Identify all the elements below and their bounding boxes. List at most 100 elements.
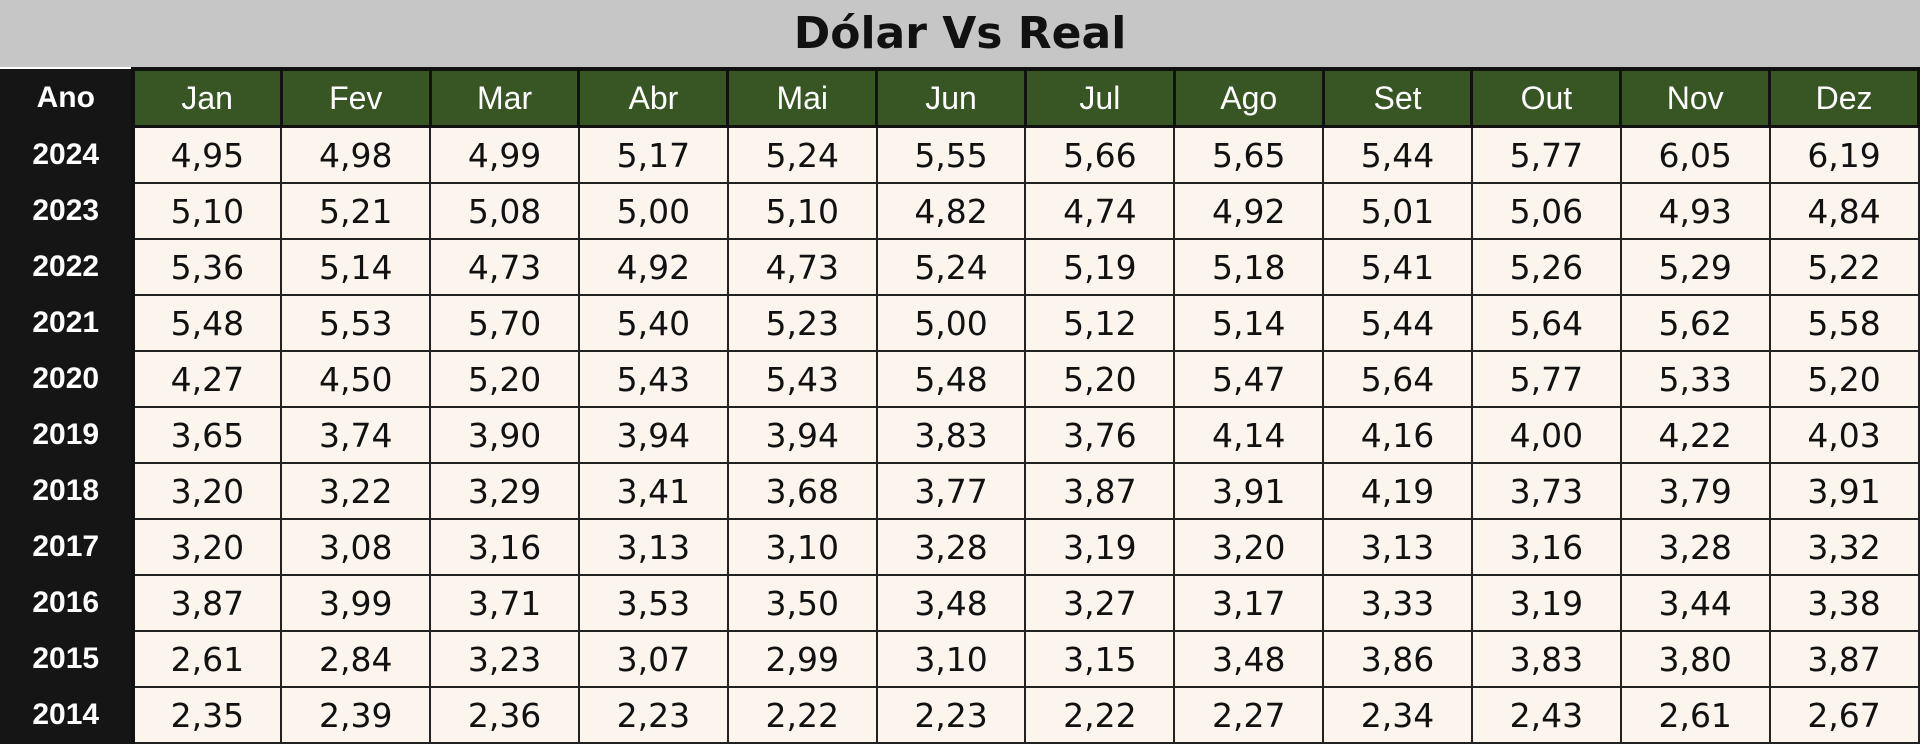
rate-cell: 3,86 [1322,630,1473,688]
rate-cell: 4,98 [280,125,432,184]
rate-cell: 6,05 [1619,125,1771,184]
rate-cell: 3,19 [1470,574,1622,632]
year-cell: 2020 [0,350,135,408]
rate-cell: 5,12 [1024,294,1176,352]
rate-cell: 3,38 [1768,574,1920,632]
rate-cell: 5,14 [280,238,432,296]
year-cell: 2024 [0,126,135,184]
rate-cell: 4,27 [131,350,283,408]
year-cell: 2017 [0,518,135,576]
rate-cell: 3,29 [429,462,580,520]
rate-cell: 5,23 [726,294,878,352]
data-row: 2024 4,95 4,98 4,99 5,17 5,24 5,55 5,66 5,65 5,44… [0,125,1920,184]
rate-cell: 3,48 [1173,630,1325,688]
rate-cell: 5,33 [1619,350,1771,408]
rate-cell: 3,73 [1470,462,1622,520]
rate-cell: 3,90 [429,406,580,464]
year-cell: 2015 [0,630,135,688]
rate-cell: 3,10 [875,630,1027,688]
rate-cell: 2,61 [1619,686,1771,744]
rate-cell: 4,00 [1470,406,1622,464]
rate-cell: 4,16 [1322,406,1473,464]
rate-cell: 5,53 [280,294,432,352]
rate-cell: 4,74 [1024,182,1176,240]
rate-cell: 5,20 [429,350,580,408]
rate-cell: 3,16 [429,518,580,576]
data-row: 2019 3,65 3,74 3,90 3,94 3,94 3,83 3,76 4,14 4,16… [0,406,1920,464]
month-header: Jan [131,67,283,128]
month-header: Abr [577,67,730,128]
rate-cell: 5,77 [1470,125,1622,184]
rate-cell: 3,08 [280,518,432,576]
rate-table: Ano Jan Fev Mar Abr Mai Jun Jul Ago Set Out Nov Dez … [0,67,1920,744]
rate-cell: 5,21 [280,182,432,240]
month-header: Dez [1768,67,1920,128]
rate-cell: 2,36 [429,686,580,744]
rate-cell: 3,23 [429,630,580,688]
rate-cell: 5,62 [1619,294,1771,352]
rate-cell: 2,23 [875,686,1027,744]
rate-cell: 3,13 [1322,518,1473,576]
rate-cell: 3,50 [726,574,878,632]
rate-cell: 5,29 [1619,238,1771,296]
rate-cell: 3,28 [1619,518,1771,576]
rate-cell: 5,58 [1768,294,1920,352]
rate-cell: 3,17 [1173,574,1325,632]
month-header: Ago [1172,67,1325,128]
rate-cell: 5,55 [875,125,1027,184]
rate-cell: 3,83 [875,406,1027,464]
rate-cell: 5,24 [726,125,878,184]
month-header: Set [1321,67,1474,128]
rate-cell: 5,41 [1322,238,1473,296]
rate-cell: 4,93 [1619,182,1771,240]
rate-cell: 3,83 [1470,630,1622,688]
rate-cell: 5,00 [577,182,729,240]
data-row: 2023 5,10 5,21 5,08 5,00 5,10 4,82 4,74 4,92 5,01… [0,182,1920,240]
rate-cell: 5,40 [577,294,729,352]
data-row: 2021 5,48 5,53 5,70 5,40 5,23 5,00 5,12 5,14 5,44… [0,294,1920,352]
rate-cell: 3,20 [131,462,283,520]
month-header: Mai [726,67,879,128]
title: Dólar Vs Real [0,0,1920,67]
rate-cell: 5,17 [577,125,729,184]
rate-cell: 3,76 [1024,406,1176,464]
rate-cell: 3,99 [280,574,432,632]
rate-cell: 3,87 [1768,630,1920,688]
month-header: Fev [279,67,432,128]
year-header: Ano [0,68,135,127]
rate-cell: 5,44 [1322,125,1473,184]
rate-cell: 3,91 [1173,462,1325,520]
rate-cell: 3,32 [1768,518,1920,576]
rate-cell: 5,10 [131,182,283,240]
rate-cell: 3,44 [1619,574,1771,632]
rate-cell: 5,26 [1470,238,1622,296]
rate-cell: 5,14 [1173,294,1325,352]
rate-cell: 3,53 [577,574,729,632]
rate-cell: 3,19 [1024,518,1176,576]
rate-cell: 3,20 [131,518,283,576]
rate-cell: 4,03 [1768,406,1920,464]
year-cell: 2014 [0,686,135,744]
rate-cell: 5,20 [1024,350,1176,408]
month-header: Nov [1619,67,1772,128]
rate-cell: 5,48 [875,350,1027,408]
rate-cell: 3,94 [726,406,878,464]
data-row: 2015 2,61 2,84 3,23 3,07 2,99 3,10 3,15 3,48 3,86… [0,630,1920,688]
rate-cell: 3,80 [1619,630,1771,688]
rate-cell: 4,82 [875,182,1027,240]
rate-cell: 2,43 [1470,686,1622,744]
rate-cell: 4,19 [1322,462,1473,520]
year-cell: 2018 [0,462,135,520]
rate-cell: 5,20 [1768,350,1920,408]
rate-cell: 3,94 [577,406,729,464]
rate-cell: 5,06 [1470,182,1622,240]
rate-cell: 5,22 [1768,238,1920,296]
rate-cell: 3,07 [577,630,729,688]
rate-cell: 3,16 [1470,518,1622,576]
rate-cell: 5,19 [1024,238,1176,296]
rate-cell: 4,14 [1173,406,1325,464]
rate-cell: 4,50 [280,350,432,408]
data-row: 2017 3,20 3,08 3,16 3,13 3,10 3,28 3,19 3,20 3,13… [0,518,1920,576]
rate-cell: 5,10 [726,182,878,240]
